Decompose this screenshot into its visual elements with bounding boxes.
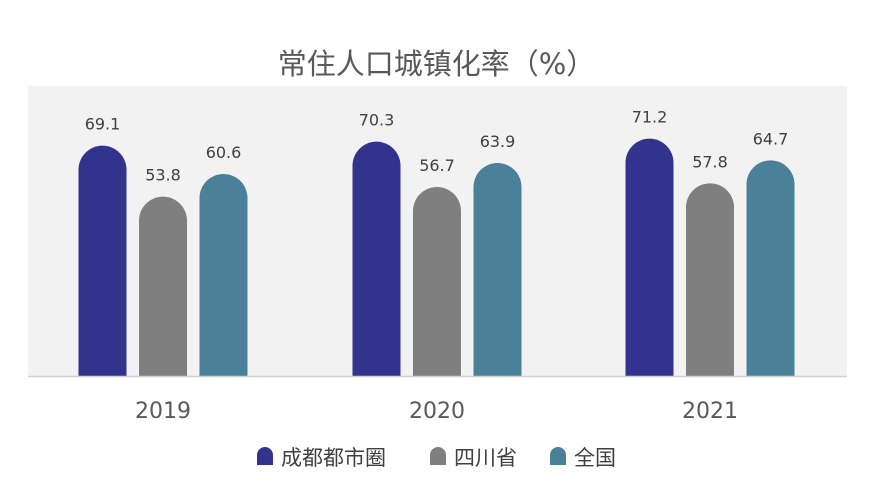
bar-2020-series-2 <box>473 163 522 376</box>
legend-swatch-series-2 <box>550 447 566 465</box>
data-label-2019-series-2: 60.6 <box>206 143 242 162</box>
legend: 成都都市圈 四川省 全国 <box>257 446 616 470</box>
data-label-2019-series-0: 69.1 <box>85 115 121 134</box>
data-label-2020-series-1: 56.7 <box>419 156 455 175</box>
x-tick-label-2019: 2019 <box>135 399 191 424</box>
legend-label-series-2: 全国 <box>574 446 616 470</box>
data-label-2020-series-0: 70.3 <box>359 111 395 130</box>
data-label-2019-series-1: 53.8 <box>145 166 181 185</box>
bar-2020-series-0 <box>352 141 401 376</box>
bar-2021-series-2 <box>746 160 795 376</box>
legend-label-series-0: 成都都市圈 <box>281 446 386 470</box>
x-tick-label-2021: 2021 <box>682 399 738 424</box>
bar-2019-series-1 <box>139 196 187 376</box>
bar-2021-series-0 <box>625 138 674 376</box>
data-label-2020-series-2: 63.9 <box>480 132 516 151</box>
bar-2019-series-0 <box>78 145 127 376</box>
bar-2020-series-1 <box>413 187 461 376</box>
data-label-2021-series-2: 64.7 <box>753 129 789 148</box>
chart-title: 常住人口城镇化率（%） <box>278 47 596 81</box>
category-labels-layer: 2019 2020 2021 <box>135 399 738 424</box>
legend-swatch-series-1 <box>430 447 446 465</box>
legend-swatch-series-0 <box>257 447 273 465</box>
x-tick-label-2020: 2020 <box>409 399 465 424</box>
bar-2021-series-1 <box>686 183 734 376</box>
value-labels-layer: 69.1 53.8 60.6 70.3 56.7 63.9 71.2 57.8 64.7 <box>85 108 789 185</box>
data-label-2021-series-1: 57.8 <box>692 152 728 171</box>
legend-label-series-1: 四川省 <box>454 446 517 470</box>
bars-layer <box>78 138 795 376</box>
bar-2019-series-2 <box>199 174 248 376</box>
data-label-2021-series-0: 71.2 <box>632 108 668 127</box>
